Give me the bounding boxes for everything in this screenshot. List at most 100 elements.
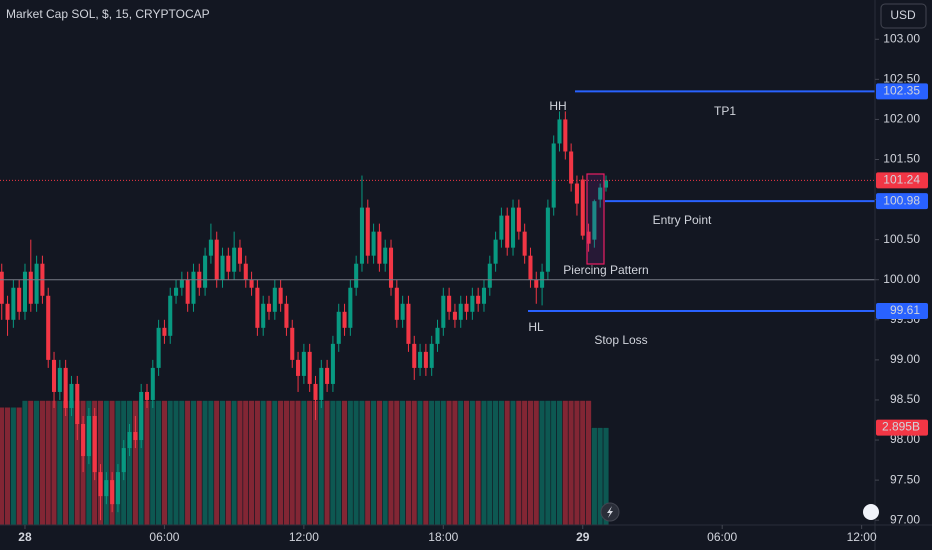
- level-label: 102.35: [883, 84, 920, 98]
- candle-body: [86, 415, 91, 457]
- volume-bar: [573, 400, 581, 526]
- volume-bar: [440, 400, 447, 526]
- candle-body: [522, 231, 527, 256]
- annotation: Stop Loss: [594, 333, 647, 347]
- volume-bar: [155, 400, 162, 526]
- y-tick-label: 98.00: [890, 432, 920, 446]
- x-tick-label: 29: [576, 530, 590, 544]
- level-label: 99.61: [890, 303, 920, 317]
- candle-body: [569, 151, 574, 184]
- y-tick-label: 101.50: [883, 152, 920, 166]
- candle-body: [104, 480, 109, 497]
- x-tick-label: 06:00: [149, 530, 179, 544]
- candle-body: [592, 201, 597, 240]
- volume-bar: [33, 400, 40, 526]
- candle-body: [563, 119, 568, 152]
- candle-body: [255, 287, 260, 328]
- candle-body: [545, 207, 550, 272]
- volume-bar: [457, 400, 464, 526]
- volume-bar: [382, 400, 389, 526]
- y-tick-label: 102.00: [883, 112, 920, 126]
- candle-body: [359, 207, 365, 264]
- volume-bar: [538, 400, 546, 526]
- candle-body: [110, 480, 115, 505]
- candle-body: [127, 432, 132, 449]
- candle-body: [493, 239, 498, 264]
- volume-bar: [277, 400, 284, 526]
- volume-bar: [45, 400, 52, 526]
- volume-bar: [161, 400, 168, 526]
- volume-bar: [201, 400, 209, 526]
- candle-body: [330, 343, 335, 384]
- currency-label[interactable]: USD: [890, 8, 916, 22]
- volume-bar: [474, 400, 482, 526]
- pattern-box: [586, 173, 605, 265]
- candle-body: [5, 303, 10, 320]
- volume-bar: [463, 400, 470, 526]
- candle-body: [168, 295, 173, 336]
- volume-bar: [492, 400, 499, 526]
- volume-bar: [143, 400, 151, 526]
- volume-bar: [15, 406, 23, 526]
- candle-body: [162, 327, 167, 336]
- level-tag: [876, 193, 928, 210]
- volume-bar: [213, 400, 220, 526]
- candle-body: [0, 271, 4, 304]
- volume-bar: [504, 400, 511, 526]
- candle-body: [580, 179, 585, 236]
- price-layer: HH TP1 Entry Point Piercing Pattern HL Stop L…: [0, 90, 875, 521]
- candle-body: [17, 287, 22, 312]
- x-tick-label: 06:00: [707, 530, 737, 544]
- candle-body: [290, 327, 295, 360]
- flag-icon[interactable]: [863, 504, 879, 520]
- y-tick-label: 97.00: [890, 512, 920, 526]
- volume-bar: [347, 400, 354, 526]
- volume-bar: [126, 400, 133, 526]
- volume-bar: [271, 400, 279, 526]
- volume-bar: [585, 400, 592, 526]
- candle-body: [81, 424, 86, 457]
- candle-body: [586, 231, 591, 244]
- annotation: TP1: [714, 104, 736, 118]
- y-tick-label: 98.50: [890, 392, 920, 406]
- volume-bar: [265, 400, 273, 526]
- candle-body: [191, 271, 196, 304]
- candle-body: [510, 207, 516, 248]
- candle-body: [57, 367, 62, 392]
- volume-bar: [451, 400, 459, 526]
- volume-bar: [550, 400, 557, 526]
- x-tick-label: 12:00: [847, 530, 877, 544]
- volume-bar: [486, 400, 493, 526]
- volume-bar: [393, 400, 401, 526]
- volume-bar: [56, 400, 64, 526]
- volume-bar: [358, 400, 366, 526]
- candle-body: [46, 295, 51, 360]
- candle-body: [266, 303, 272, 312]
- candle-body: [307, 351, 312, 384]
- candle-body: [179, 279, 184, 288]
- volume-bar: [306, 400, 313, 526]
- y-tick-label: 103.00: [883, 31, 920, 45]
- candle-body: [174, 287, 179, 296]
- candle-body: [284, 303, 289, 328]
- candle-body: [557, 119, 562, 144]
- currency-button[interactable]: [880, 3, 927, 29]
- candle-body: [348, 287, 353, 328]
- candle-body: [226, 255, 231, 272]
- candle-body: [371, 231, 376, 256]
- volume-bar: [248, 400, 255, 526]
- candle-body: [75, 383, 80, 425]
- volume-bar: [533, 400, 540, 526]
- volume-bar: [27, 400, 34, 526]
- candle-body: [464, 303, 469, 312]
- candle-body: [447, 295, 452, 312]
- volume-bar: [207, 400, 215, 526]
- volume-bar: [364, 400, 371, 526]
- volume-bar: [318, 400, 325, 526]
- volume-bar: [411, 400, 418, 526]
- x-tick-label: 12:00: [289, 530, 319, 544]
- candle-body: [400, 303, 405, 320]
- y-tick-label: 100.50: [883, 232, 920, 246]
- candle-body: [435, 327, 440, 344]
